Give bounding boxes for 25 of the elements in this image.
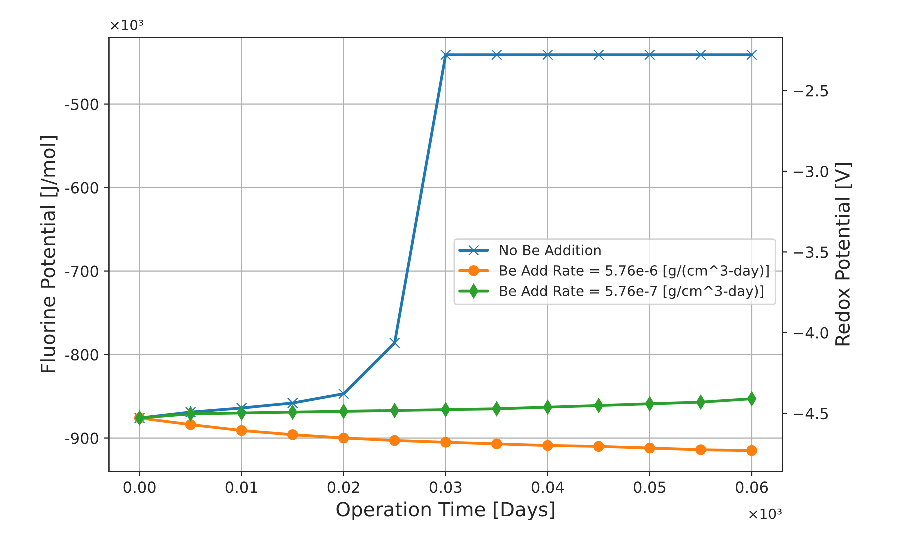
y2-axis-title: Redox Potential [V] <box>834 163 852 346</box>
y-tick-label: -700 <box>66 266 98 278</box>
x-tick-label: 0.01 <box>226 482 258 494</box>
text: ×10³ <box>111 20 144 30</box>
y-tick-label: -800 <box>66 349 98 361</box>
y-tick-label: -500 <box>66 98 98 110</box>
y2-tick-label: −4.5 <box>794 408 828 420</box>
legend-label: Be Add Rate = 5.76e-7 [g/cm^3-day)] <box>500 286 764 300</box>
legend-label: No Be Addition <box>500 244 601 256</box>
y2-tick-label: −2.5 <box>794 85 828 97</box>
x-tick-label: 0.03 <box>430 482 462 494</box>
y-tick-label: -900 <box>66 432 98 444</box>
x-tick-label: 0.05 <box>634 482 666 494</box>
y2-tick-label: −3.5 <box>794 246 828 258</box>
y2-tick-label: −4.0 <box>794 327 828 339</box>
x-tick-label: 0.04 <box>532 482 564 494</box>
x-axis-title: Operation Time [Days] <box>336 502 554 521</box>
y-axis-title: Fluorine Potential [J/mol] <box>40 136 60 373</box>
legend-label: Be Add Rate = 5.76e-6 [g/(cm^3-day)] <box>500 265 769 279</box>
x-tick-label: 0.00 <box>124 482 156 494</box>
y2-tick-label: −3.0 <box>794 166 828 178</box>
text: ×10³ <box>750 508 782 520</box>
x-tick-label: 0.06 <box>736 482 768 494</box>
x-tick-label: 0.02 <box>328 482 360 494</box>
y-tick-label: -600 <box>66 182 98 194</box>
